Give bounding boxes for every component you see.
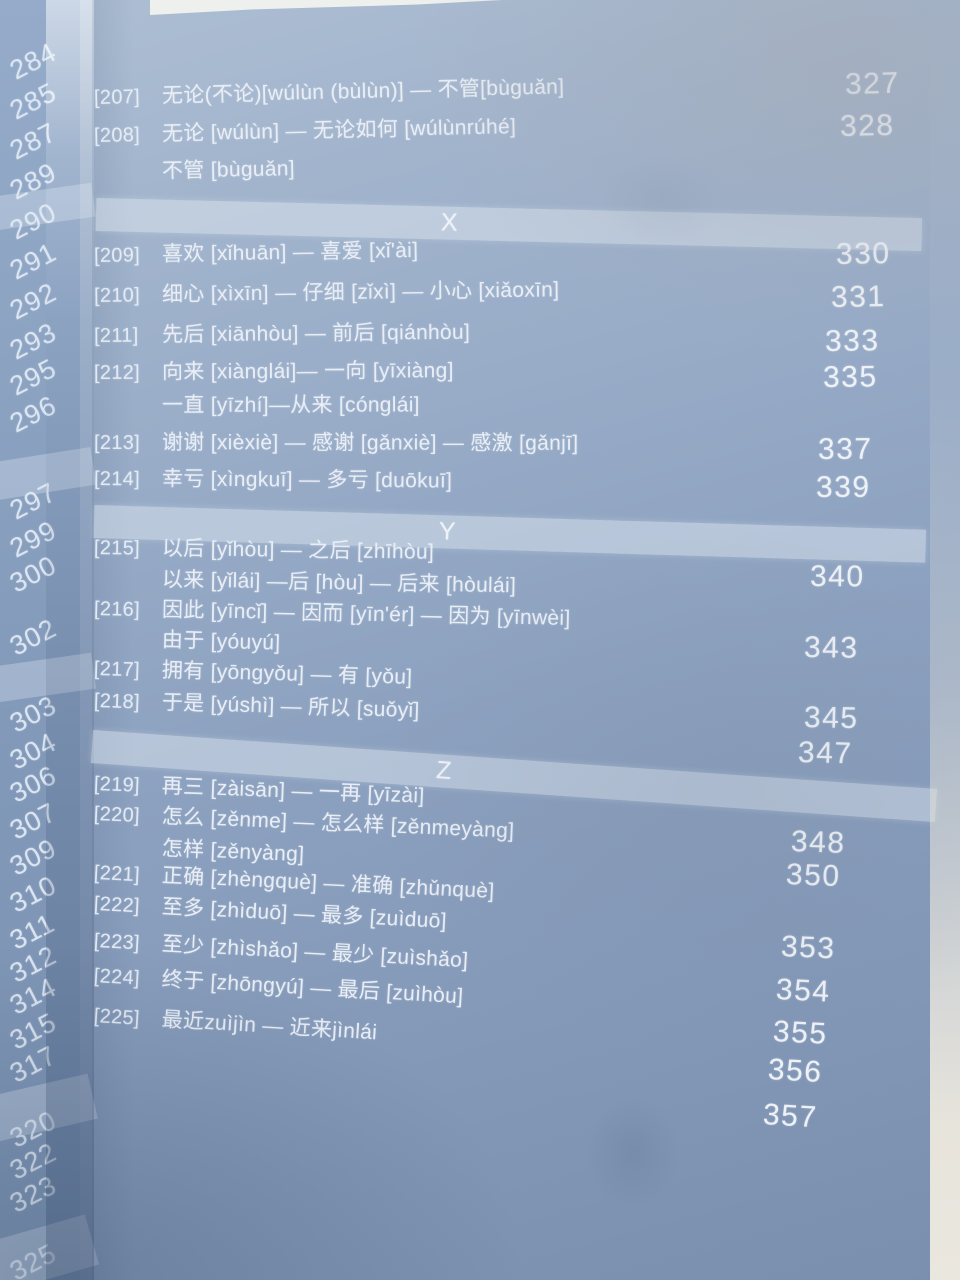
entry-page-number: 328 (839, 108, 895, 143)
toc-entry-row: [207] 无论(不论)[wúlùn (bùlùn)] — 不管[bùguǎn] (94, 70, 565, 111)
entry-text: 以后 [yǐhòu] — 之后 [zhīhòu] (161, 536, 435, 564)
entry-number: [221] (93, 862, 141, 887)
entry-number-spacer (94, 852, 162, 855)
entry-page-number: 350 (785, 858, 842, 894)
toc-entry-row: [210] 细心 [xìxīn] — 仔细 [zǐxì] — 小心 [xiǎox… (94, 273, 560, 309)
page-edge-highlight (930, 0, 960, 1280)
entry-page-number: 353 (780, 930, 837, 966)
toc-entry-row: [208] 无论 [wúlùn] — 无论如何 [wúlùnrúhé] (94, 110, 517, 149)
entry-page-number: 333 (824, 324, 880, 358)
entry-page-number: 355 (772, 1015, 829, 1051)
entry-number: [211] (93, 324, 139, 347)
toc-entry-continuation: 一直 [yīzhí]—从来 [cónglái] (94, 388, 420, 419)
entry-text: 先后 [xiānhòu] — 前后 [qiánhòu] (161, 320, 471, 347)
entry-page-number: 327 (844, 66, 900, 101)
entry-page-number: 343 (803, 631, 859, 665)
entry-text: 拥有 [yōngyǒu] — 有 [yǒu] (161, 658, 413, 689)
entry-number-spacer (94, 645, 162, 647)
entry-text: 于是 [yúshì] — 所以 [suǒyǐ] (161, 691, 420, 723)
toc-entry-row: [214] 幸亏 [xìngkuī] — 多亏 [duōkuī] (94, 462, 452, 495)
entry-number: [223] (93, 930, 141, 955)
entry-number: [222] (93, 893, 141, 918)
entry-number: [207] (93, 85, 141, 109)
entry-page-number: 330 (835, 237, 891, 271)
entry-page-number: 356 (767, 1053, 824, 1090)
entry-text: 不管 [bùguǎn] (161, 157, 296, 183)
entry-text: 向来 [xiànglái]— 一向 [yīxiàng] (161, 359, 454, 384)
entry-page-number: 357 (762, 1098, 819, 1135)
toc-entry-continuation: 由于 [yóuyú] (94, 622, 281, 657)
entry-page-number: 340 (809, 560, 865, 594)
entry-number: [220] (93, 803, 141, 827)
section-letter-x: X (440, 208, 458, 237)
entry-text: 最近zuìjìn — 近来jìnlái (161, 1008, 378, 1045)
section-letter-z: Z (435, 756, 453, 786)
entry-number-spacer (94, 585, 162, 586)
entry-text: 无论(不论)[wúlùn (bùlùn)] — 不管[bùguǎn] (161, 75, 565, 108)
entry-page-number: 345 (803, 701, 859, 736)
page-corner-highlight (150, 0, 502, 15)
entry-page-number: 331 (830, 280, 886, 314)
entry-text: 幸亏 [xìngkuī] — 多亏 [duōkuī] (161, 467, 453, 493)
toc-entry-row: [218] 于是 [yúshì] — 所以 [suǒyǐ] (94, 684, 421, 724)
entry-number: [214] (93, 468, 141, 491)
page-fold-shadow (92, 0, 134, 1280)
entry-number: [217] (93, 658, 141, 682)
toc-entry-row: [215] 以后 [yǐhòu] — 之后 [zhīhòu] (94, 531, 435, 566)
toc-entry-row: [211] 先后 [xiānhòu] — 前后 [qiánhòu] (94, 316, 470, 349)
entry-page-number: 348 (790, 825, 847, 860)
entry-page-number: 337 (817, 432, 873, 466)
entry-number: [209] (93, 244, 141, 267)
entry-number: [218] (93, 690, 141, 714)
toc-entry-row: [209] 喜欢 [xǐhuān] — 喜爱 [xǐ'ài] (94, 234, 419, 269)
toc-entry-row: [225] 最近zuìjìn — 近来jìnlái (93, 999, 378, 1046)
entry-number: [216] (93, 598, 141, 621)
toc-entry-row: [212] 向来 [xiànglái]— 一向 [yīxiàng] (94, 354, 454, 386)
entry-text: 谢谢 [xièxiè] — 感谢 [gǎnxiè] — 感激 [gǎnjī] (161, 431, 579, 455)
ink-showthrough (585, 1095, 680, 1210)
entry-number: [213] (93, 432, 141, 455)
entry-text: 细心 [xìxīn] — 仔细 [zǐxì] — 小心 [xiǎoxīn] (161, 278, 560, 307)
entry-number: [225] (93, 1005, 141, 1030)
entry-number: [215] (93, 537, 141, 560)
entry-text: 由于 [yóuyú] (161, 628, 281, 655)
toc-entry-continuation: 不管 [bùguǎn] (94, 152, 295, 186)
section-letter-y: Y (438, 517, 456, 546)
entry-text: 无论 [wúlùn] — 无论如何 [wúlùnrúhé] (161, 115, 517, 146)
entry-number: [224] (93, 965, 141, 990)
entry-number: [210] (93, 284, 141, 307)
entry-number: [219] (93, 773, 141, 797)
toc-entry-row: [213] 谢谢 [xièxiè] — 感谢 [gǎnxiè] — 感激 [gǎ… (94, 426, 578, 457)
page-fold (46, 0, 94, 1280)
entry-number: [208] (93, 124, 141, 147)
entry-number-spacer (94, 178, 162, 179)
entry-page-number: 335 (822, 360, 878, 394)
entry-text: 一直 [yīzhí]—从来 [cónglái] (161, 393, 420, 417)
entry-text: 喜欢 [xǐhuān] — 喜爱 [xǐ'ài] (161, 238, 419, 266)
entry-number: [212] (93, 361, 141, 384)
entry-page-number: 347 (797, 736, 853, 771)
entry-page-number: 339 (815, 470, 871, 504)
entry-page-number: 354 (775, 973, 832, 1009)
